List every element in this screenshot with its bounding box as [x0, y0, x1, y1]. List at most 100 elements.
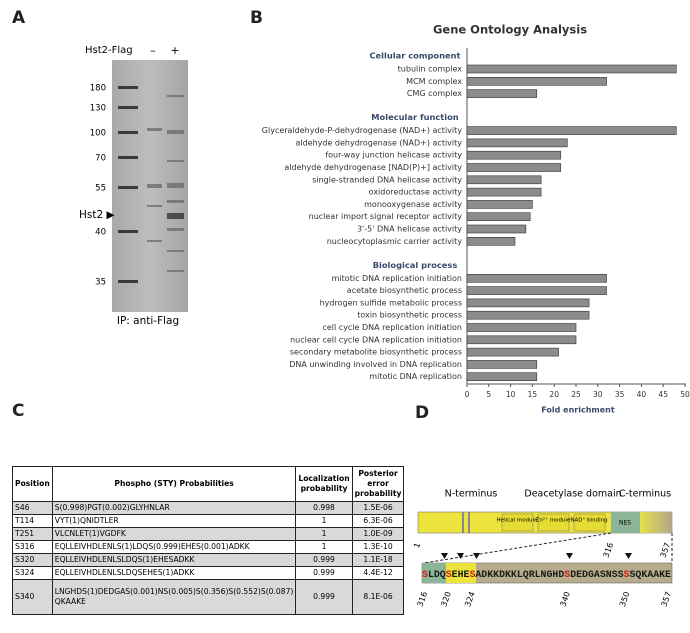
- band-label: Hst2 ▶: [79, 209, 116, 221]
- table-cell: T114: [12, 514, 53, 528]
- group-heading: Molecular function: [371, 112, 459, 122]
- table-cell: T251: [12, 527, 53, 541]
- x-tick-label: 5: [486, 390, 491, 399]
- table-cell: 1.3E-10: [351, 540, 405, 554]
- category-label: cell cycle DNA replication initiation: [322, 323, 462, 332]
- header-row: Position Phospho (STY) Probabilities Local…: [12, 466, 405, 502]
- sequence-segment: S: [422, 569, 428, 580]
- chart-title: Gene Ontology Analysis: [433, 23, 587, 37]
- x-tick-label: 10: [506, 390, 516, 399]
- table-row: S46 S(0.998)PGT(0.002)GLYHNLAR 0.998 1.5E-0…: [12, 501, 405, 515]
- table-row: S316 EQLLEIVHDLENLS(1)LDQS(0.999)EHES(0.0…: [12, 540, 405, 554]
- panel-letter: A: [12, 8, 26, 28]
- category-label: secondary metabolite biosynthetic proces…: [290, 348, 462, 357]
- region-label: C-terminus: [619, 489, 671, 500]
- table-cell: 1: [295, 540, 353, 554]
- domain-tick: 1: [412, 541, 422, 549]
- sequence: SLDQSEHESADKKDKKLQRLNGHDSDEDGASNSSSSQKAA…: [422, 569, 671, 580]
- bar: [466, 286, 607, 295]
- category-label: 3'-5' DNA helicase activity: [357, 225, 462, 234]
- bar: [466, 310, 590, 320]
- table-cell: 1: [295, 527, 353, 541]
- sequence-bar: [421, 562, 673, 584]
- x-tick-label: 35: [615, 390, 625, 399]
- bar: [466, 163, 562, 172]
- bar: [466, 126, 677, 135]
- x-tick-label: 25: [571, 390, 581, 399]
- category-label: MCM complex: [406, 77, 462, 86]
- category-label: oxidoreductase activity: [369, 188, 463, 197]
- sequence-segment: EHE: [452, 569, 470, 580]
- marker-label: 180: [90, 84, 106, 94]
- header-cell: Posterior error probability: [351, 466, 405, 502]
- group-heading: Cellular component: [369, 51, 460, 61]
- bar: [466, 187, 542, 197]
- bar: [466, 360, 538, 369]
- table-cell: 1.0E-09: [351, 527, 405, 541]
- position-label: 357: [660, 590, 674, 607]
- table-cell: 8.1E-06: [351, 579, 405, 615]
- bar: [466, 347, 559, 357]
- table-cell: LNGHDS(1)DEDGAS(0.001)NS(0.005)S(0.356)S…: [51, 579, 297, 615]
- category-label: monooxygenase activity: [364, 200, 462, 209]
- category-label: single-stranded DNA helicase activity: [312, 175, 462, 184]
- table-cell: S46: [12, 501, 53, 515]
- caption: IP: anti-Flag: [117, 315, 179, 327]
- table-cell: 6.3E-06: [351, 514, 405, 528]
- table-row: T251 VLCNLET(1)VGDFK 1 1.0E-09: [12, 527, 405, 541]
- marker-label: 70: [95, 154, 106, 164]
- category-label: hydrogen sulfide metabolic process: [320, 298, 462, 307]
- table-row: T114 VYT(1)QNIDTLER 1 6.3E-06: [12, 514, 405, 528]
- marker-label: 35: [95, 278, 106, 288]
- marker-bands: [118, 86, 138, 283]
- table-cell: 1.5E-06: [351, 501, 405, 515]
- category-label: toxin biosynthetic process: [357, 311, 462, 320]
- panel-letter: B: [250, 8, 263, 28]
- bar: [466, 224, 527, 234]
- table-row: S340 LNGHDS(1)DEDGAS(0.001)NS(0.005)S(0.3…: [12, 579, 405, 615]
- table-cell: 4.4E-12: [351, 566, 405, 580]
- table-cell: 0.999: [295, 579, 353, 615]
- category-label: Glyceraldehyde-P-dehydrogenase (NAD+) ac…: [262, 126, 462, 135]
- category-label: nuclear import signal receptor activity: [309, 212, 463, 221]
- lane-label: –: [150, 44, 156, 57]
- panel-letter: C: [12, 401, 24, 421]
- category-label: CMG complex: [407, 89, 462, 98]
- bar: [466, 138, 568, 148]
- table-cell: 0.999: [295, 566, 353, 580]
- position-label: 320: [439, 590, 453, 607]
- marker-label: 40: [95, 228, 106, 238]
- category-label: aldehyde dehydrogenase [NAD(P)+] activit…: [284, 163, 462, 172]
- bar: [466, 175, 542, 185]
- bar: [466, 64, 677, 74]
- table-cell: S340: [12, 579, 53, 615]
- position-label: 324: [463, 590, 477, 607]
- sequence-segment: SQKAAKE: [629, 569, 671, 580]
- module-label: NES: [619, 520, 631, 527]
- lane-label: +: [170, 44, 179, 57]
- table-cell: S324: [12, 566, 53, 580]
- module-label: Helical module: [497, 518, 538, 524]
- x-tick-label: 30: [593, 390, 603, 399]
- x-tick-label: 0: [465, 390, 470, 399]
- sequence-segment: S: [446, 569, 452, 580]
- sequence-segment: S: [624, 569, 630, 580]
- category-label: nuclear cell cycle DNA replication initi…: [290, 335, 462, 344]
- table-cell: S316: [12, 540, 53, 554]
- category-label: mitotic DNA replication: [369, 372, 462, 381]
- category-label: acetate biosynthetic process: [347, 286, 462, 295]
- category-label: four-way junction helicase activity: [325, 151, 462, 160]
- sequence-segment: ADKKDKKLQRLNGHD: [475, 569, 564, 580]
- x-tick-label: 15: [528, 390, 538, 399]
- sequence-segment: S: [564, 569, 570, 580]
- table-cell: VLCNLET(1)VGDFK: [51, 527, 297, 541]
- domain-tick: 357: [659, 541, 673, 558]
- x-tick-label: 50: [680, 390, 690, 399]
- table-row: S324 EQLLEIVHDLENLSLDQSEHES(1)ADKK 0.999 4.…: [12, 566, 405, 580]
- position-label: 350: [618, 590, 632, 607]
- panel-letter: D: [415, 403, 429, 423]
- table-cell: S(0.998)PGT(0.002)GLYHNLAR: [51, 501, 297, 515]
- bar: [466, 323, 577, 332]
